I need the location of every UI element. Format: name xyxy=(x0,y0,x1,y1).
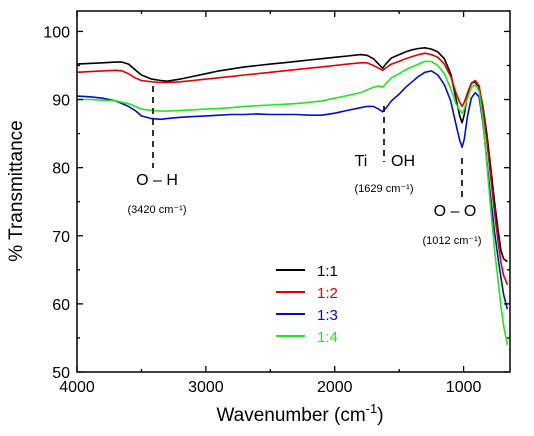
series-line-1-2 xyxy=(76,52,509,286)
x-tick-label: 2000 xyxy=(317,379,353,396)
x-axis-title-superscript: -1 xyxy=(366,401,378,416)
series-line-1-4 xyxy=(77,60,509,345)
y-tick-label: 90 xyxy=(52,93,70,110)
axis-tick-labels: 4000 3000 2000 1000 50 60 70 80 90 100 xyxy=(43,24,481,396)
y-axis-title: % Transmittance xyxy=(6,120,27,262)
annotation-tioh-wavenumber: (1629 cm⁻¹) xyxy=(355,183,414,195)
legend-label-1-4: 1:4 xyxy=(317,329,338,346)
x-axis-title: Wavenumber (cm-1) xyxy=(216,401,383,426)
legend-label-1-2: 1:2 xyxy=(317,285,338,302)
annotation-oo-wavenumber: (1012 cm⁻¹) xyxy=(423,235,482,247)
series-line-1-3 xyxy=(76,70,509,310)
annotation-oo-label: O – O xyxy=(434,203,477,220)
series-lines xyxy=(76,47,509,345)
axis-ticks xyxy=(76,11,510,373)
plot-frame xyxy=(76,10,511,373)
annotations: O – H (3420 cm⁻¹) Ti OH (1629 cm⁻¹) O – … xyxy=(128,86,482,247)
x-axis-title-close: ) xyxy=(377,405,383,426)
legend-label-1-3: 1:3 xyxy=(317,307,338,324)
y-tick-label: 50 xyxy=(52,365,70,382)
x-tick-label: 4000 xyxy=(59,379,95,396)
legend-label-1-1: 1:1 xyxy=(317,263,338,280)
y-tick-label: 100 xyxy=(43,24,70,41)
legend: 1:1 1:2 1:3 1:4 xyxy=(276,263,338,346)
y-tick-label: 80 xyxy=(52,161,70,178)
y-tick-label: 70 xyxy=(52,229,70,246)
x-tick-label: 1000 xyxy=(446,379,482,396)
annotation-oh-wavenumber: (3420 cm⁻¹) xyxy=(128,204,187,216)
annotation-oh-label: O – H xyxy=(136,172,178,189)
y-tick-label: 60 xyxy=(52,297,70,314)
annotation-tioh-label-ti: Ti xyxy=(355,153,368,170)
x-tick-label: 3000 xyxy=(188,379,224,396)
annotation-tioh-label-oh: OH xyxy=(391,153,415,170)
